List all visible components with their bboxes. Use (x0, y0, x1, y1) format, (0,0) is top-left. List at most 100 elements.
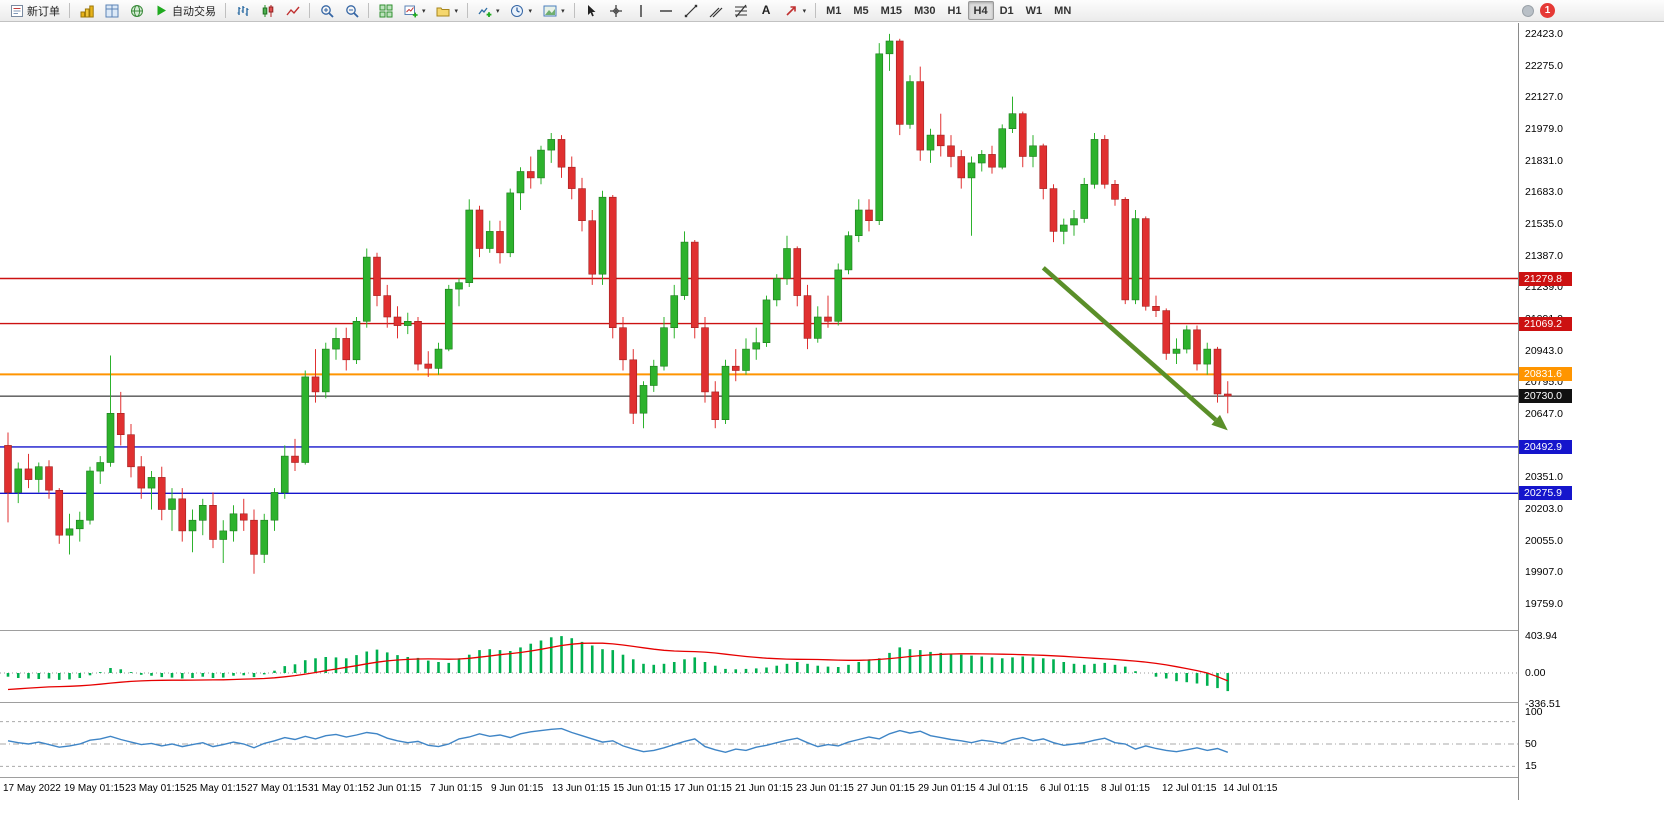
data-window-button[interactable] (124, 1, 149, 20)
candle (1111, 184, 1119, 200)
line-chart-button[interactable] (280, 1, 305, 20)
candle (137, 466, 146, 489)
rsi-tick-label: 100 (1525, 706, 1543, 718)
candle (906, 81, 914, 125)
candle (803, 295, 812, 339)
arrows-icon (784, 3, 799, 18)
candle (188, 519, 197, 532)
macd-tick-label: 403.94 (1525, 630, 1558, 642)
crosshair-button[interactable] (604, 1, 629, 20)
candle (424, 363, 433, 369)
zoom-in-button[interactable] (314, 1, 339, 20)
pane-separator[interactable] (0, 702, 1664, 703)
vertical-line-button[interactable] (629, 1, 654, 20)
time-axis-label: 15 Jun 01:15 (613, 783, 671, 794)
arrows-button[interactable]: ▾ (779, 1, 812, 20)
profiles-button[interactable]: ▾ (431, 1, 464, 20)
pane-separator[interactable] (0, 630, 1664, 631)
timeframe-mn-button[interactable]: MN (1048, 1, 1077, 20)
candle (342, 338, 351, 361)
candle (772, 278, 781, 301)
fibonacci-button[interactable] (729, 1, 754, 20)
notification-badge[interactable]: 1 (1540, 3, 1555, 18)
price-chart-pane[interactable] (0, 23, 1518, 630)
charts-icon (104, 3, 119, 18)
periods-button[interactable]: ▾ (505, 1, 538, 20)
templates-button[interactable]: ▾ (537, 1, 570, 20)
candle (280, 455, 289, 493)
candle (1100, 139, 1109, 185)
candle (75, 519, 84, 530)
new-order-button[interactable]: 新订单 (4, 1, 65, 20)
candle (1049, 188, 1058, 232)
candle (670, 295, 679, 329)
time-axis-label: 6 Jul 01:15 (1040, 783, 1089, 794)
candle (157, 477, 166, 510)
rsi-pane[interactable] (0, 703, 1518, 777)
trendline-button[interactable] (679, 1, 704, 20)
candle (352, 320, 361, 361)
timeframe-h4-button-label: H4 (973, 4, 988, 17)
candle (24, 468, 33, 480)
auto-trading-button[interactable]: 自动交易 (149, 1, 221, 20)
time-axis-label: 8 Jul 01:15 (1101, 783, 1150, 794)
time-axis-label: 23 Jun 01:15 (796, 783, 854, 794)
macd-signal-line (7, 642, 1229, 691)
timeframe-m15-button[interactable]: M15 (875, 1, 908, 20)
toolbar-separator (69, 3, 70, 18)
candle (332, 338, 340, 350)
candle (875, 53, 884, 221)
timeframe-m30-button-label: M30 (914, 4, 936, 17)
zoom-out-button[interactable] (339, 1, 364, 20)
price-line-label: 20492.9 (1519, 439, 1572, 454)
timeframe-d1-button[interactable]: D1 (994, 1, 1020, 20)
bar-chart-button[interactable] (230, 1, 255, 20)
timeframe-h4-button[interactable]: H4 (967, 1, 994, 20)
candle (455, 282, 463, 290)
candle (988, 154, 996, 168)
indicators-button[interactable]: ▾ (472, 1, 505, 20)
timeframe-m30-button[interactable]: M30 (908, 1, 941, 20)
candle (547, 139, 556, 151)
candle (45, 466, 53, 491)
candle (660, 327, 668, 367)
timeframe-m1-button[interactable]: M1 (820, 1, 847, 20)
channel-icon (709, 3, 724, 18)
new-order-icon (9, 3, 24, 18)
candle (321, 348, 330, 393)
timeframe-h1-button[interactable]: H1 (941, 1, 967, 20)
trend-arrow[interactable] (1041, 266, 1218, 422)
macd-pane[interactable] (0, 631, 1518, 702)
candle (680, 241, 689, 296)
market-watch-button[interactable] (74, 1, 99, 20)
timeframe-w1-button[interactable]: W1 (1020, 1, 1049, 20)
time-axis-label: 14 Jul 01:15 (1223, 783, 1278, 794)
time-axis[interactable]: 17 May 2022 19 May 01:15 23 May 01:15 25 Ma… (0, 778, 1518, 800)
candle (926, 134, 935, 151)
new-chart-button[interactable]: ▾ (398, 1, 431, 20)
candle (1182, 329, 1191, 350)
pane-separator[interactable] (0, 777, 1664, 778)
tile-windows-button[interactable] (373, 1, 398, 20)
candle (742, 348, 750, 371)
candle (629, 359, 638, 414)
candle (752, 342, 761, 350)
channel-button[interactable] (704, 1, 729, 20)
timeframe-m5-button[interactable]: M5 (847, 1, 874, 20)
horizontal-line-button[interactable] (654, 1, 679, 20)
candle (198, 504, 207, 521)
candle (250, 519, 258, 555)
cursor-button[interactable] (579, 1, 604, 20)
candlestick-chart-button[interactable] (255, 1, 280, 20)
candle (1172, 348, 1181, 354)
price-axis[interactable]: 22423.0 22275.0 22127.0 21979.0 21831.0 21683… (1518, 23, 1664, 800)
price-tick-label: 22423.0 (1525, 27, 1563, 40)
status-icon (1522, 4, 1534, 17)
timeframe-mn-button-label: MN (1054, 4, 1072, 17)
candle (96, 462, 105, 472)
toolbar-right-area: 1 (1522, 3, 1555, 18)
text-button[interactable]: A (754, 1, 779, 20)
price-tick-label: 21831.0 (1525, 154, 1563, 167)
charts-button[interactable] (99, 1, 124, 20)
